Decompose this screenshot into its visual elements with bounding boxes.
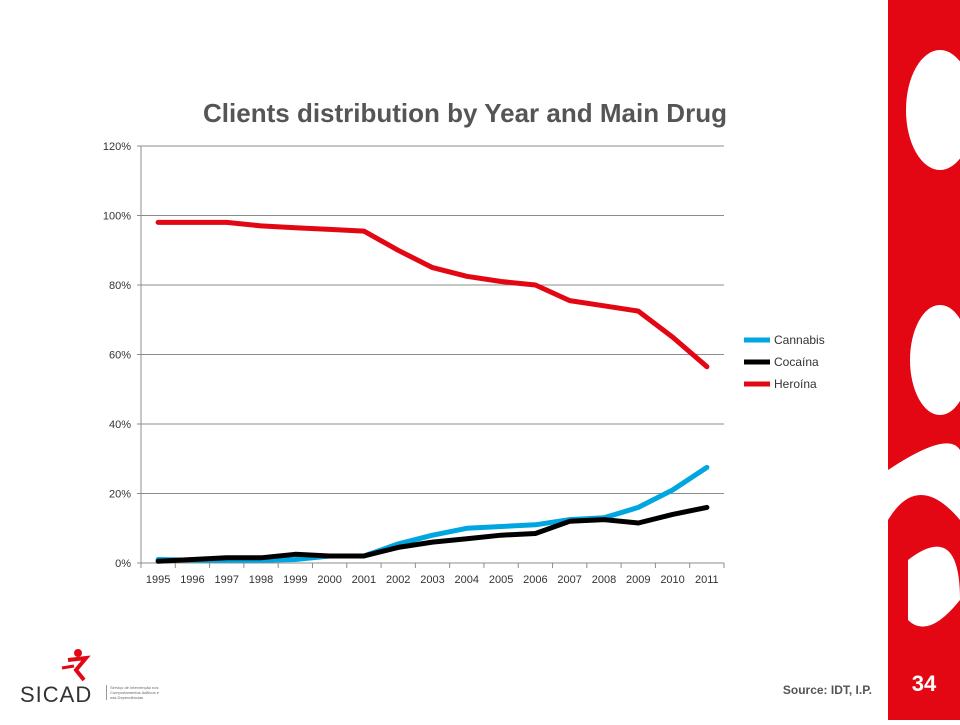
source-note: Source: IDT, I.P.	[782, 683, 872, 697]
decor-shape	[906, 50, 960, 170]
x-tick-label: 2001	[352, 574, 376, 586]
legend-label: Cocaína	[774, 355, 819, 369]
legend-label: Heroína	[774, 377, 817, 391]
y-tick-label: 80%	[109, 280, 131, 292]
y-tick-label: 120%	[103, 141, 131, 153]
chart-title: Clients distribution by Year and Main Dr…	[203, 98, 727, 128]
y-tick-label: 0%	[115, 558, 131, 570]
x-tick-label: 2007	[557, 574, 581, 586]
x-tick-label: 2005	[489, 574, 513, 586]
x-tick-label: 1999	[283, 574, 307, 586]
logo-figure-icon	[61, 649, 91, 682]
side-decoration	[888, 0, 960, 720]
y-tick-label: 40%	[109, 419, 131, 431]
decor-shape	[908, 546, 960, 627]
x-tick-label: 2003	[420, 574, 444, 586]
y-tick-label: 60%	[109, 350, 131, 362]
x-tick-label: 2000	[317, 574, 341, 586]
decor-shape	[910, 305, 960, 415]
x-tick-label: 2006	[523, 574, 547, 586]
series-line-cannabis	[155, 464, 710, 563]
decor-shape	[888, 443, 960, 520]
x-tick-label: 2009	[626, 574, 650, 586]
decorative-curves-icon	[888, 50, 960, 627]
logo-subtext: Serviço de Intervenção nos Comportamento…	[106, 685, 162, 700]
x-tick-label: 1995	[146, 574, 170, 586]
y-tick-label: 100%	[103, 211, 131, 223]
legend-label: Cannabis	[774, 333, 825, 347]
x-tick-label: 2010	[660, 574, 684, 586]
series-line-heroína	[155, 219, 710, 370]
x-tick-label: 1997	[214, 574, 238, 586]
x-tick-label: 1998	[249, 574, 273, 586]
y-tick-label: 20%	[109, 489, 131, 501]
sicad-logo: SICAD Serviço de Intervenção nos Comport…	[20, 648, 159, 708]
x-tick-label: 1996	[180, 574, 204, 586]
x-tick-label: 2008	[592, 574, 616, 586]
logo-text: SICAD	[20, 682, 93, 707]
x-tick-label: 2004	[455, 574, 479, 586]
series-line-cocaína	[155, 504, 710, 564]
x-tick-label: 2002	[386, 574, 410, 586]
page-number: 34	[911, 671, 937, 696]
x-tick-label: 2011	[695, 574, 719, 586]
